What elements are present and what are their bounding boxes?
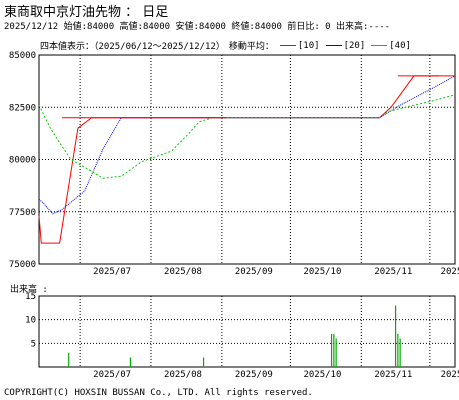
price-x-tick-label: 2025/11 [374, 267, 412, 277]
volume-y-tick-label: 5 [31, 339, 36, 349]
price-y-tick-label: 75000 [9, 260, 36, 270]
chart-title: 東商取中京灯油先物 ： 日足 [4, 5, 169, 20]
volume-chart: 5 10 15 2025/07 2025/08 2025/09 2025/10 2025/11… [25, 292, 459, 380]
price-info-line: 2025/12/12 始値:84000 高値:84000 安値:84000 終値… [4, 22, 391, 32]
legend-swatch-ma40 [371, 45, 388, 46]
price-x-tick-label: 2025/08 [164, 267, 202, 277]
moving-average-label: 移動平均： [228, 42, 274, 52]
legend-item-ma10: [10] [297, 40, 320, 51]
volume-x-tick-label: 2025/12 [441, 370, 459, 380]
price-y-tick-label: 80000 [9, 156, 36, 166]
price-chart: 75000 77500 80000 82500 85000 2025/07 2025/08 2… [9, 51, 459, 277]
price-y-tick-label: 82500 [9, 103, 36, 113]
price-y-tick-label: 85000 [9, 51, 36, 61]
price-x-tick-label: 2025/09 [235, 267, 273, 277]
copyright: COPYRIGHT(C) HOXSIN BUSSAN Co., LTD. All… [4, 388, 313, 398]
volume-x-tick-label: 2025/08 [164, 370, 202, 380]
volume-y-tick-label: 15 [25, 292, 36, 302]
legend-swatch-ma10 [279, 45, 296, 46]
volume-x-tick-label: 2025/09 [235, 370, 273, 380]
price-x-tick-label: 2025/07 [93, 267, 131, 277]
volume-plot-frame [38, 295, 456, 368]
range-label: 四本値表示：（2025/06/12～2025/12/12） [40, 42, 225, 52]
legend-item-ma20: [20] [343, 40, 366, 51]
volume-title: 出来高 : [10, 283, 48, 295]
price-series-line-2 [38, 94, 456, 179]
volume-y-tick-label: 10 [25, 316, 36, 326]
price-y-tick-label: 77500 [9, 208, 36, 218]
legend-item-ma40: [40] [389, 40, 411, 51]
legend: 四本値表示：（2025/06/12～2025/12/12） 移動平均： [10]… [40, 39, 411, 53]
price-x-tick-label: 2025/10 [303, 267, 341, 277]
price-x-tick-label: 2025/12 [441, 267, 459, 277]
volume-x-tick-label: 2025/07 [93, 370, 131, 380]
volume-x-tick-label: 2025/11 [374, 370, 412, 380]
volume-x-tick-label: 2025/10 [303, 370, 341, 380]
legend-swatch-ma20 [325, 45, 342, 46]
